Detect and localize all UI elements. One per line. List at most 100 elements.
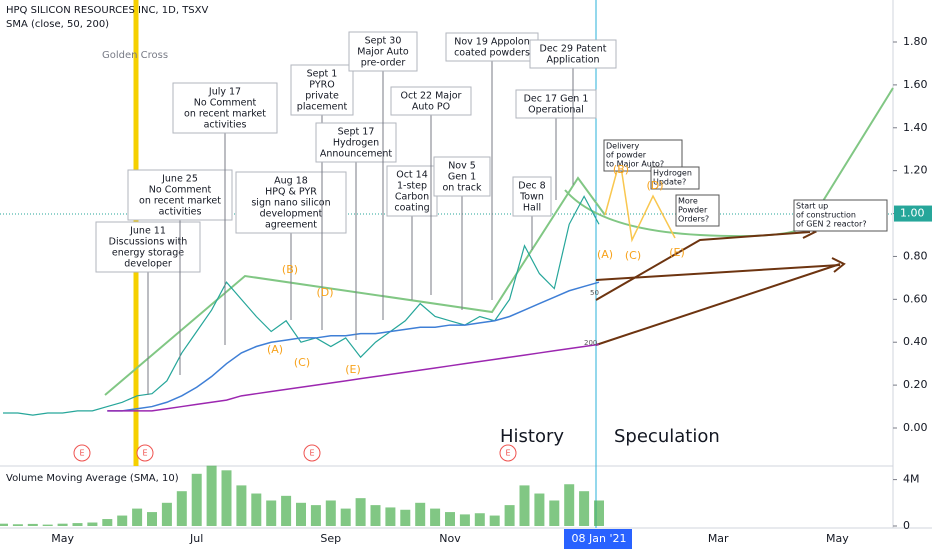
event-label: E (79, 449, 84, 458)
volume-bar (57, 523, 68, 526)
volume-bar (459, 514, 470, 526)
x-tick-label: May (51, 532, 74, 545)
event-marker (499, 444, 517, 462)
volume-bar (549, 500, 560, 526)
annotation-text: July 17 (208, 87, 241, 98)
volume-bar (445, 512, 455, 526)
annotation-text: Aug 18 (274, 176, 308, 187)
y-tick-label: 1.40 (903, 121, 928, 134)
volume-bar (206, 465, 217, 526)
annotation-text: Sept 30 (365, 36, 402, 47)
annotation-text: agreement (265, 220, 317, 231)
annotation-text: Discussions with (109, 237, 188, 248)
annotation-text: development (260, 209, 323, 220)
speculation-text: of powder (606, 151, 647, 160)
annotation-box (172, 82, 278, 134)
annotation-text: Sept 1 (307, 69, 338, 80)
y-tick-label: 0.20 (903, 378, 928, 391)
annotation-text: Announcement (320, 149, 393, 160)
annotation-box (290, 64, 354, 116)
volume-bar (385, 507, 396, 526)
x-tick-label: Sep (320, 532, 341, 545)
cursor-badge (564, 529, 632, 549)
volume-bar (12, 524, 23, 526)
event-label: E (309, 449, 314, 458)
speculation-text: Orders? (678, 215, 709, 224)
annotation-text: Hall (523, 203, 541, 214)
arrow (595, 231, 811, 301)
event-marker (303, 444, 321, 462)
annotation-text: Operational (528, 105, 584, 116)
annotation-text: Dec 29 Patent (540, 44, 607, 55)
volume-bar (534, 493, 545, 526)
volume-bar (430, 508, 441, 526)
wave-label: (B) (613, 163, 629, 176)
annotation-text: Nov 19 Appolon (454, 37, 530, 48)
annotation-text: activities (159, 207, 202, 218)
y-tick-label: 0.00 (903, 421, 928, 434)
annotation-text: coated powders (454, 48, 530, 59)
speculation-box (650, 166, 700, 190)
x-tick-label: Nov (439, 532, 461, 545)
wave-label: (D) (646, 179, 663, 192)
volume-bar (27, 523, 38, 526)
annotation-text: June 25 (161, 174, 198, 185)
volume-bar (400, 509, 411, 526)
volume-title: Volume Moving Average (SMA, 10) (6, 473, 179, 484)
annotation-text: placement (297, 102, 348, 113)
wave-label: (A) (597, 248, 613, 261)
volume-bar (72, 523, 83, 526)
annotation-text: Oct 22 Major (401, 91, 462, 102)
annotation-text: sign nano silicon (251, 198, 330, 209)
annotation-box (348, 31, 418, 72)
volume-bar (355, 498, 366, 526)
series-label: 50 (590, 289, 599, 297)
speculation-text: to Major Auto? (606, 160, 664, 169)
wave-label: (B) (282, 263, 298, 276)
annotation-text: No Comment (149, 185, 212, 196)
event-label: E (505, 449, 510, 458)
annotation-text: coating (394, 203, 429, 214)
annotation-text: Auto PO (412, 102, 450, 113)
volume-bar (132, 508, 143, 526)
section-label: Speculation (614, 426, 720, 447)
golden-cross-label: Golden Cross (102, 50, 168, 61)
speculation-text: Powder (678, 206, 708, 215)
speculation-text: Update? (653, 178, 686, 187)
volume-bar (147, 512, 157, 526)
last-price-badge (894, 205, 932, 222)
volume-bar (474, 513, 485, 526)
y-tick-label: 1.60 (903, 78, 928, 91)
arrow-head (831, 257, 846, 273)
annotation-text: Nov 5 (448, 161, 476, 172)
event-label: E (142, 449, 147, 458)
annotation-text: activities (204, 120, 247, 131)
volume-bar (564, 484, 575, 526)
volume-bar (0, 523, 8, 526)
speculation-text: of GEN 2 reactor? (796, 220, 867, 229)
volume-bar (102, 519, 113, 526)
speculation-text: More (678, 197, 698, 206)
volume-bar (504, 505, 515, 526)
annotation-box (512, 176, 552, 217)
indicator-title: SMA (close, 50, 200) (6, 19, 109, 30)
y-tick-label: 1.80 (903, 35, 928, 48)
annotation-box (235, 171, 347, 234)
volume-bar (310, 505, 321, 526)
wave-path (604, 159, 676, 243)
volume-bar (42, 524, 53, 526)
series-line (107, 343, 600, 412)
wave-label: (C) (294, 356, 310, 369)
speculation-box (603, 139, 683, 172)
annotation-text: PYRO (309, 80, 334, 91)
volume-bar (117, 515, 128, 526)
speculation-text: Start up (796, 202, 828, 211)
annotation-text: Dec 17 Gen 1 (524, 94, 589, 105)
volume-bar (325, 500, 336, 526)
annotation-text: private (305, 91, 339, 102)
annotation-text: Major Auto (357, 47, 409, 58)
volume-bar (415, 502, 426, 526)
series-line (107, 281, 600, 412)
series-label: 200 (584, 339, 597, 347)
